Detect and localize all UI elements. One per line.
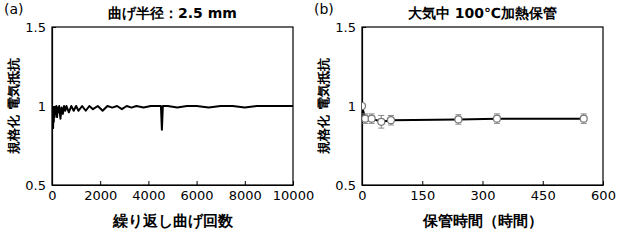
plot-frame — [52, 27, 293, 185]
y-tick-label: 0.5 — [335, 178, 356, 193]
data-line — [52, 106, 293, 130]
plot-frame — [362, 27, 603, 185]
x-tick-mark — [100, 181, 101, 185]
y-tick-mark — [52, 185, 56, 186]
error-bar-cap — [378, 128, 384, 129]
panel: 0 150 300 450 600 0.5 1 1.5(b) 大気中 100℃加熱保管保管時間（… — [314, 1, 616, 230]
panel-label: (a) — [4, 1, 24, 17]
y-axis: 0.5 1 1.5 — [25, 20, 56, 193]
x-tick-mark — [603, 181, 604, 185]
chart-title: 曲げ半径：2.5 mm — [108, 5, 237, 21]
x-tick-mark — [245, 181, 246, 185]
error-bar — [455, 115, 461, 124]
x-tick-label: 0 — [48, 188, 56, 203]
error-bar — [378, 115, 384, 128]
x-tick: 8000 — [229, 181, 262, 203]
x-tick: 150 — [410, 181, 435, 203]
x-tick-mark — [293, 181, 294, 185]
y-tick-label: 1.5 — [335, 20, 356, 35]
x-tick-label: 300 — [471, 188, 496, 203]
x-axis-title: 保管時間（時間） — [422, 212, 543, 230]
x-tick-label: 0 — [358, 188, 366, 203]
y-tick: 0.5 — [25, 178, 56, 193]
y-tick-mark — [362, 185, 366, 186]
data-point — [387, 117, 394, 124]
x-tick-mark — [483, 181, 484, 185]
panel: 0 2000 4000 6000 8000 10000 0.5 1 1.5(a) 曲げ半径：2.5… — [4, 1, 314, 230]
data-line — [362, 106, 584, 122]
x-tick-label: 6000 — [181, 188, 214, 203]
data-point — [368, 115, 375, 122]
x-tick: 10000 — [273, 181, 314, 203]
error-bar-cap — [362, 123, 368, 124]
x-axis-line — [363, 185, 604, 186]
y-tick: 1.5 — [335, 20, 366, 35]
x-tick-mark — [148, 181, 149, 185]
x-tick: 4000 — [132, 181, 165, 203]
error-bar — [494, 114, 500, 123]
y-tick: 0.5 — [335, 178, 366, 193]
x-tick-label: 600 — [591, 188, 616, 203]
x-axis: 0 2000 4000 6000 8000 10000 — [48, 181, 314, 203]
x-axis: 0 150 300 450 600 — [358, 181, 616, 203]
error-bar — [369, 114, 375, 123]
y-tick-label: 1.5 — [25, 20, 46, 35]
x-tick-label: 450 — [531, 188, 556, 203]
y-tick-label: 1 — [348, 99, 356, 114]
error-bar-cap — [494, 123, 500, 124]
x-tick-label: 8000 — [229, 188, 262, 203]
error-bar — [388, 115, 394, 124]
figure: 02000400060008000100000.511.5(a)曲げ半径：2.5… — [0, 0, 620, 240]
x-tick-label: 10000 — [273, 188, 314, 203]
data-point — [580, 115, 587, 122]
y-axis-title: 規格化 電気抵抗 — [6, 58, 21, 155]
data-point — [455, 116, 462, 123]
error-bar-cap — [581, 123, 587, 124]
x-tick: 300 — [471, 181, 496, 203]
error-bar-cap — [362, 113, 368, 114]
x-tick-label: 4000 — [132, 188, 165, 203]
x-tick-label: 2000 — [84, 188, 117, 203]
error-bar-cap — [455, 124, 461, 125]
y-tick-mark — [52, 27, 56, 28]
data-point — [493, 115, 500, 122]
error-bar-cap — [455, 114, 461, 115]
chart-title: 大気中 100℃加熱保管 — [408, 5, 557, 21]
x-tick-label: 150 — [410, 188, 435, 203]
x-tick: 600 — [591, 181, 616, 203]
error-bar — [362, 114, 368, 123]
error-bar-cap — [369, 123, 375, 124]
y-tick: 1.5 — [25, 20, 56, 35]
x-axis-title: 繰り返し曲げ回数 — [112, 212, 234, 230]
x-tick: 2000 — [84, 181, 117, 203]
error-bar-cap — [369, 113, 375, 114]
error-bar-cap — [494, 113, 500, 114]
error-bar-cap — [581, 113, 587, 114]
y-axis: 0.5 1 1.5 — [335, 20, 366, 193]
plot-marks — [362, 103, 587, 129]
x-tick: 450 — [531, 181, 556, 203]
x-tick-mark — [422, 181, 423, 185]
panel-label: (b) — [314, 1, 334, 17]
y-axis-title: 規格化 電気抵抗 — [316, 58, 331, 155]
y-tick-label: 1 — [38, 99, 46, 114]
plot-marks — [52, 106, 293, 130]
y-tick-mark — [362, 27, 366, 28]
error-bar-cap — [388, 115, 394, 116]
data-point — [378, 118, 385, 125]
error-bar-cap — [378, 115, 384, 116]
x-tick-mark — [543, 181, 544, 185]
error-bar — [581, 114, 587, 123]
error-bar-cap — [388, 124, 394, 125]
y-tick-label: 0.5 — [25, 178, 46, 193]
x-tick: 6000 — [181, 181, 214, 203]
x-axis-line — [53, 185, 294, 186]
data-point — [362, 103, 366, 110]
x-tick-mark — [197, 181, 198, 185]
